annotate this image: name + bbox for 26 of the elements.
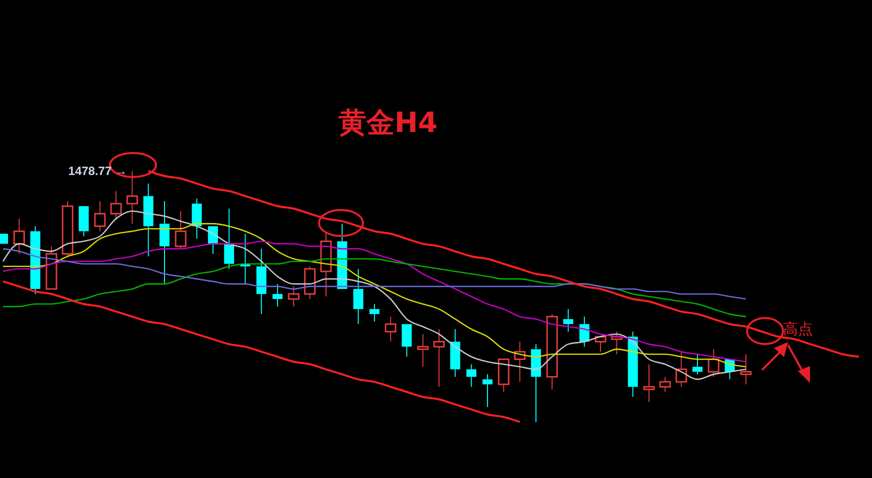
candlestick bbox=[320, 230, 332, 297]
candlestick bbox=[353, 268, 364, 325]
candlestick bbox=[256, 248, 266, 315]
candlestick bbox=[514, 341, 526, 382]
candlestick bbox=[192, 198, 202, 240]
candlestick bbox=[676, 351, 688, 388]
chart-title: 黄金H4 bbox=[338, 106, 438, 139]
candlestick bbox=[530, 344, 541, 422]
candlestick bbox=[13, 218, 25, 254]
candlestick bbox=[126, 170, 138, 224]
candlestick bbox=[369, 304, 380, 322]
candlestick bbox=[692, 354, 702, 375]
candlestick bbox=[643, 364, 655, 402]
candlestick bbox=[272, 283, 283, 308]
candlestick bbox=[740, 354, 752, 385]
annotation: 1478.77 → bbox=[68, 164, 127, 178]
candlestick bbox=[384, 316, 396, 342]
candlestick bbox=[143, 183, 154, 257]
candlestick bbox=[417, 334, 429, 368]
candlestick bbox=[433, 328, 445, 388]
candlestick bbox=[628, 331, 638, 398]
candlestick bbox=[450, 328, 460, 378]
candlestick bbox=[482, 374, 492, 408]
candlestick bbox=[466, 364, 476, 388]
annotation: 高点 bbox=[783, 320, 813, 338]
candlestick bbox=[160, 200, 170, 284]
